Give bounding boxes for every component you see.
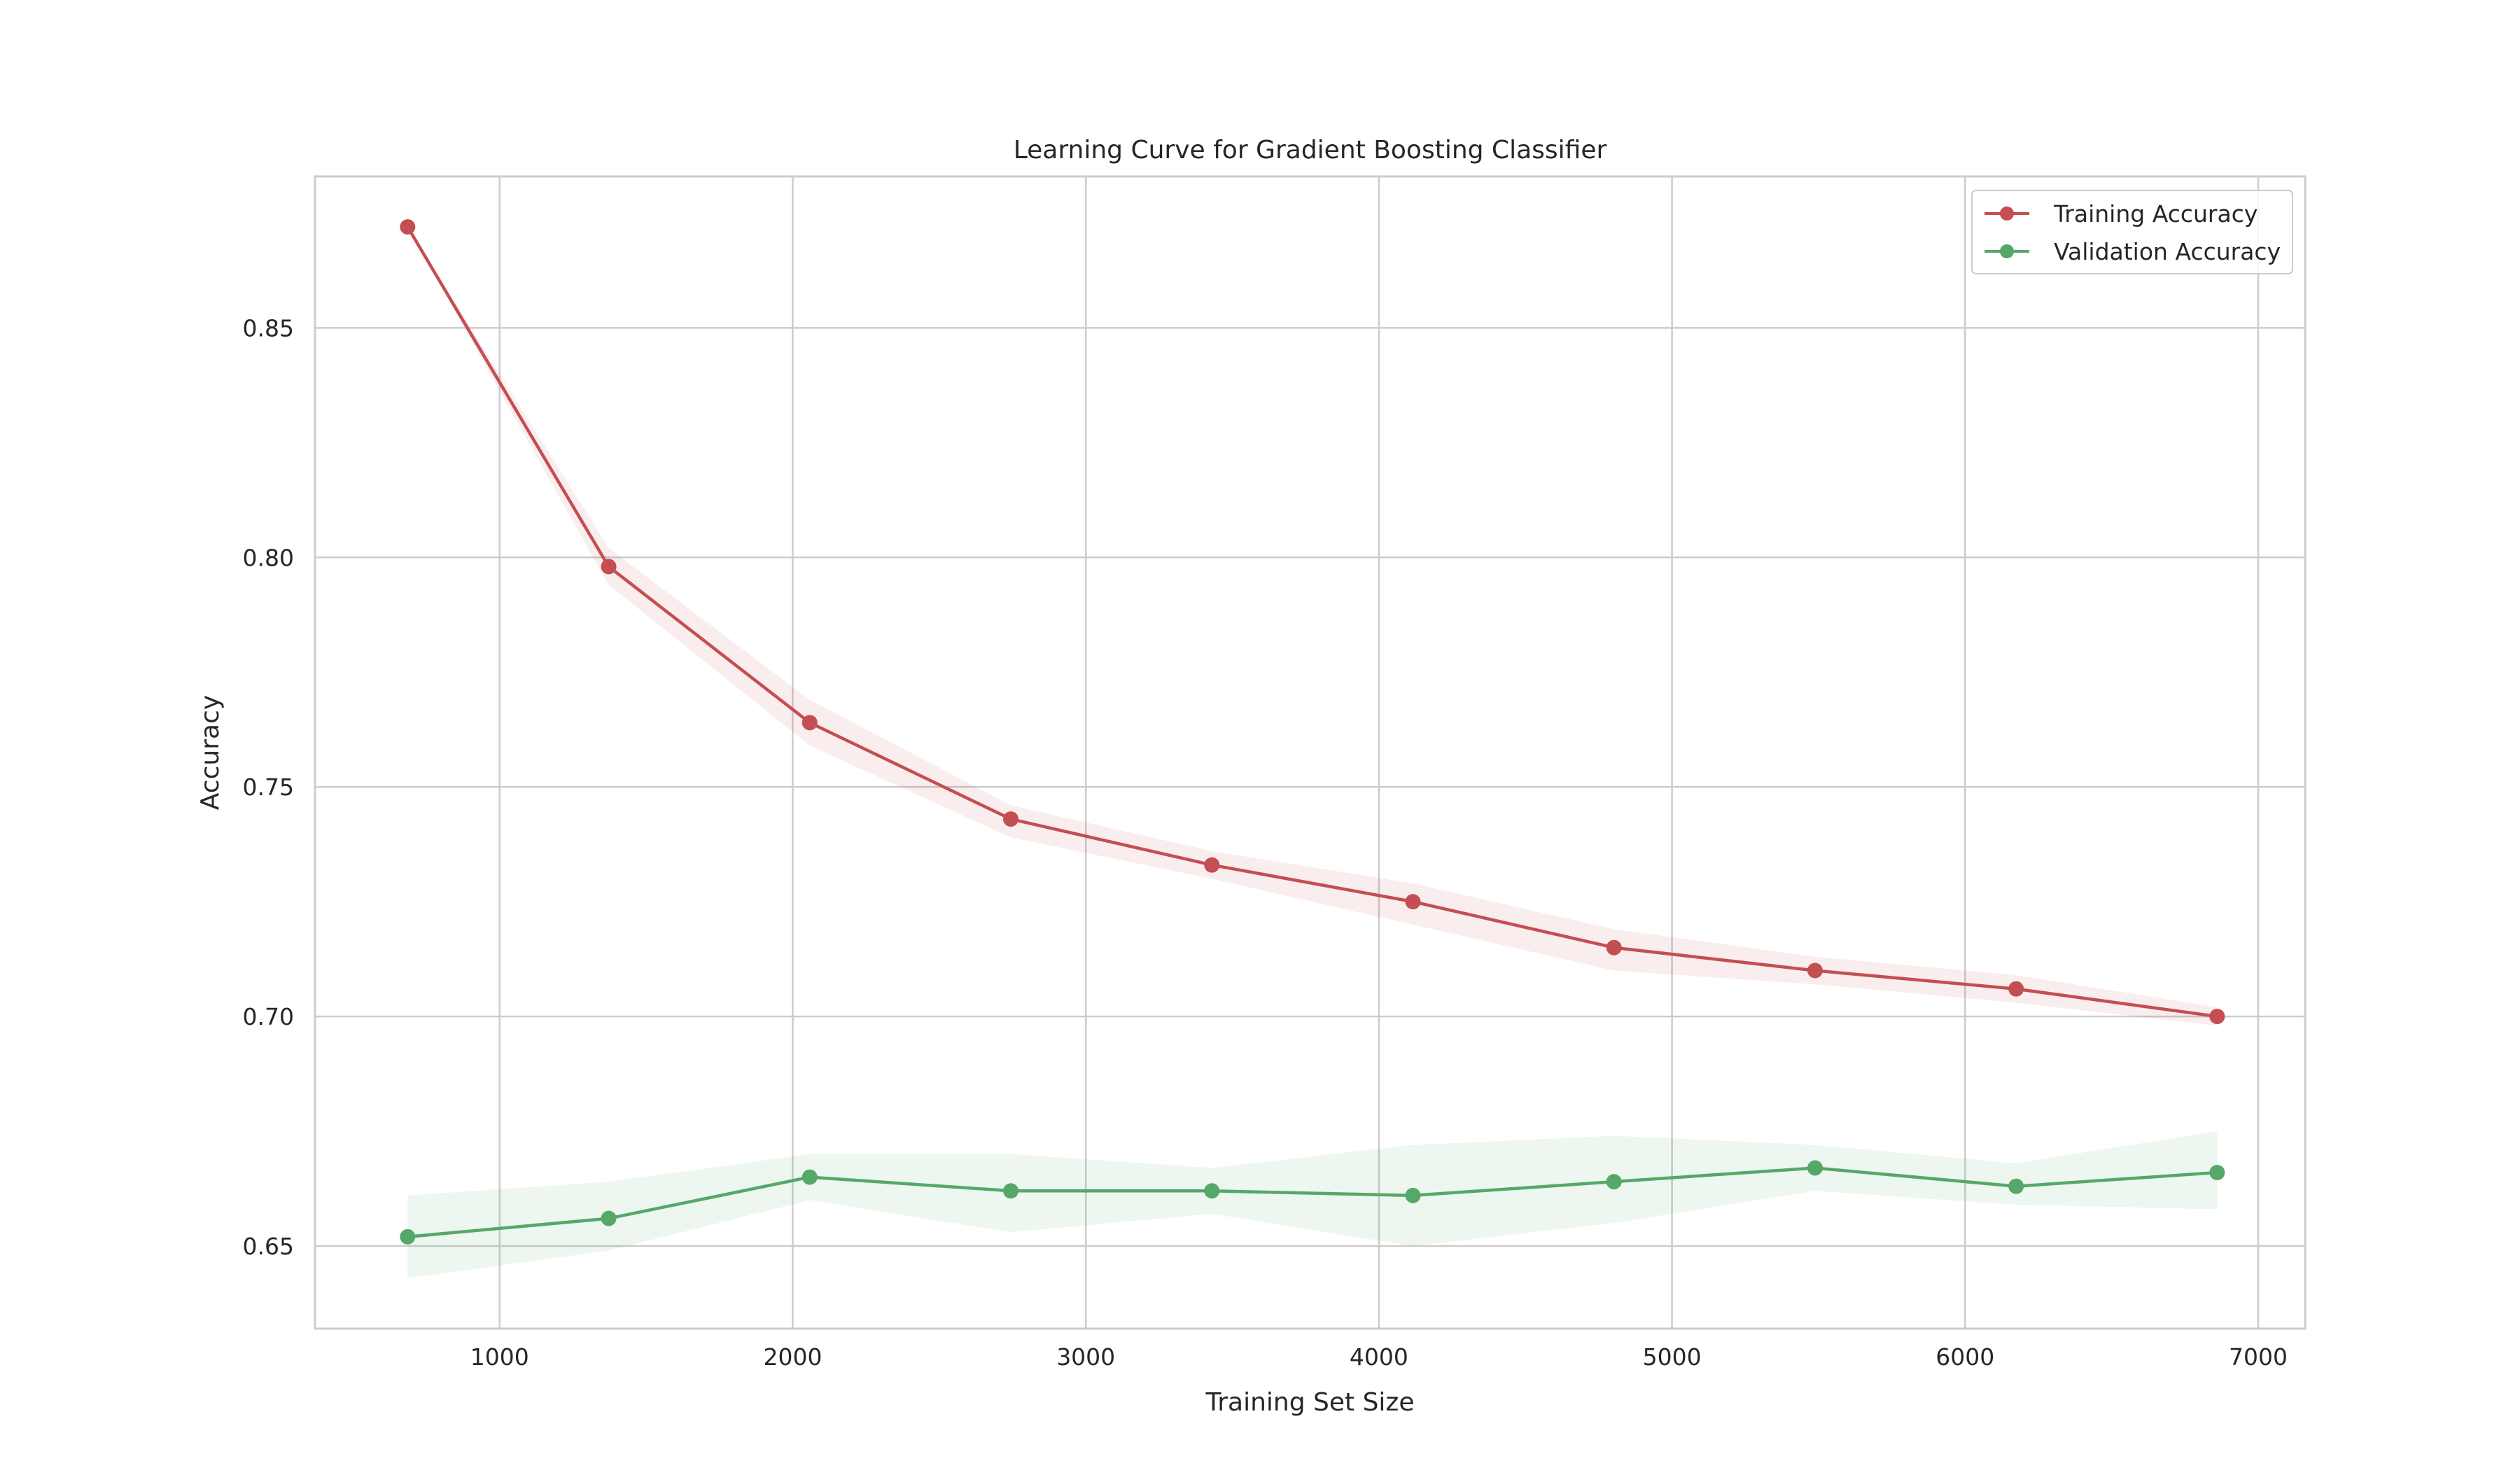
training-accuracy-line [406,225,2218,1018]
validation-point [1606,1174,1622,1190]
y-tick-label: 0.65 [243,1233,294,1260]
validation-point [802,1169,818,1185]
legend-label-validation: Validation Accuracy [2054,238,2281,265]
legend-label-training: Training Accuracy [2053,200,2258,227]
training-point [2008,981,2024,997]
training-point [802,715,818,731]
series-markers [400,219,2225,1245]
x-axis-ticks: 1000 2000 3000 4000 5000 6000 7000 [470,1343,2288,1371]
x-tick-label: 7000 [2229,1343,2288,1371]
training-point [2209,1009,2225,1025]
x-tick-label: 3000 [1056,1343,1115,1371]
plot-background [315,176,2305,1329]
y-tick-label: 0.75 [243,774,294,801]
validation-point [2008,1178,2024,1194]
chart-title: Learning Curve for Gradient Boosting Cla… [1014,136,1607,164]
x-tick-label: 4000 [1350,1343,1408,1371]
x-tick-label: 6000 [1935,1343,1994,1371]
training-point [1606,939,1622,955]
x-tick-label: 5000 [1643,1343,1702,1371]
y-tick-label: 0.80 [243,544,294,571]
x-tick-label: 1000 [470,1343,529,1371]
validation-point [400,1228,416,1245]
training-point [1003,811,1019,827]
x-tick-label: 2000 [763,1343,822,1371]
training-point [1807,962,1823,979]
legend-marker-training [2000,206,2014,220]
validation-point [2209,1165,2225,1181]
legend-entry-validation: Validation Accuracy [1984,238,2281,265]
legend-marker-validation [2000,244,2014,258]
validation-accuracy-line [407,1166,2218,1239]
plot-area [314,175,2306,1330]
training-point [601,559,617,575]
validation-confidence-band [407,1131,2218,1278]
validation-point [1204,1183,1220,1199]
x-axis-label: Training Set Size [1205,1388,1415,1417]
plot-frame [314,175,2306,1330]
training-point [1204,857,1220,873]
validation-point [1003,1183,1019,1199]
validation-point [1405,1187,1421,1203]
legend-entry-training: Training Accuracy [1984,200,2258,227]
y-axis-ticks: 0.65 0.70 0.75 0.80 0.85 [243,314,294,1260]
series-lines [406,225,2218,1239]
validation-point [1807,1160,1823,1176]
y-tick-label: 0.85 [243,314,294,342]
validation-point [601,1210,617,1226]
grid-lines [315,176,2305,1329]
y-axis-label: Accuracy [196,695,225,810]
confidence-bands [407,227,2218,1278]
legend: Training Accuracy Validation Accuracy [1971,190,2293,274]
legend-box [1971,190,2293,274]
training-point [1405,894,1421,910]
y-tick-label: 0.70 [243,1003,294,1030]
training-point [400,219,416,235]
